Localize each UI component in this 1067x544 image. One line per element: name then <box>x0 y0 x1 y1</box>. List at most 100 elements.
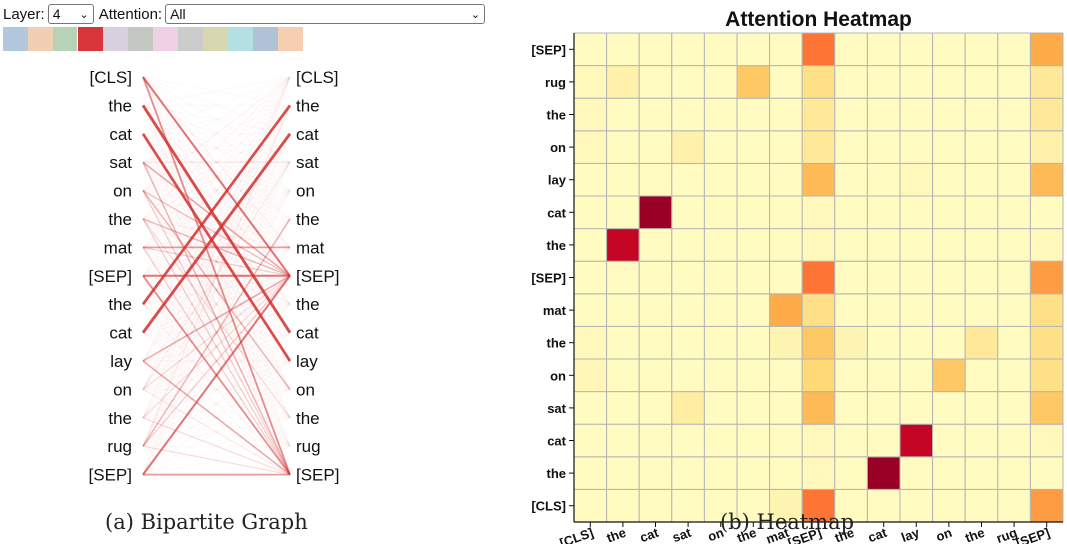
heatmap-cell[interactable] <box>834 423 868 458</box>
heatmap-cell[interactable] <box>573 391 608 425</box>
heatmap-cell[interactable] <box>736 293 771 327</box>
heatmap-cell[interactable] <box>703 97 738 132</box>
heatmap-cell[interactable] <box>1029 423 1064 458</box>
heatmap-cell[interactable] <box>964 391 999 425</box>
heatmap-cell[interactable] <box>801 32 836 67</box>
heatmap-cell[interactable] <box>671 456 705 490</box>
right-token-label[interactable]: on <box>296 182 315 201</box>
heatmap-cell[interactable] <box>932 65 966 99</box>
heatmap-cell[interactable] <box>997 228 1031 262</box>
layer-select[interactable]: 4 ⌄ <box>47 4 94 24</box>
heatmap-cell[interactable] <box>801 391 836 425</box>
heatmap-cell[interactable] <box>801 456 836 490</box>
heatmap-cell[interactable] <box>899 130 934 164</box>
heatmap-cell[interactable] <box>997 293 1031 327</box>
heatmap-cell[interactable] <box>932 358 966 393</box>
heatmap-cell[interactable] <box>1029 195 1064 230</box>
heatmap-cell[interactable] <box>606 488 640 523</box>
heatmap-cell[interactable] <box>1029 228 1064 262</box>
heatmap-cell[interactable] <box>671 423 705 458</box>
heatmap-cell[interactable] <box>736 456 771 490</box>
heatmap-cell[interactable] <box>606 65 640 99</box>
heatmap-cell[interactable] <box>932 325 966 360</box>
heatmap-cell[interactable] <box>769 260 803 295</box>
heatmap-cell[interactable] <box>964 423 999 458</box>
heatmap-cell[interactable] <box>866 260 901 295</box>
heatmap-cell[interactable] <box>606 456 640 490</box>
right-token-label[interactable]: the <box>296 210 320 229</box>
right-token-label[interactable]: lay <box>296 352 318 371</box>
heatmap-cell[interactable] <box>671 488 705 523</box>
heatmap-cell[interactable] <box>736 391 771 425</box>
heatmap-cell[interactable] <box>801 65 836 99</box>
heatmap-cell[interactable] <box>997 195 1031 230</box>
right-token-label[interactable]: the <box>296 409 320 428</box>
heatmap-cell[interactable] <box>769 195 803 230</box>
heatmap-cell[interactable] <box>834 32 868 67</box>
heatmap-cell[interactable] <box>769 293 803 327</box>
heatmap-cell[interactable] <box>703 488 738 523</box>
heatmap-cell[interactable] <box>573 423 608 458</box>
heatmap-cell[interactable] <box>736 65 771 99</box>
heatmap-cell[interactable] <box>866 65 901 99</box>
heatmap-cell[interactable] <box>899 488 934 523</box>
heatmap-cell[interactable] <box>964 358 999 393</box>
heatmap-cell[interactable] <box>1029 32 1064 67</box>
head-swatch-3[interactable] <box>77 26 104 52</box>
left-token-label[interactable]: on <box>113 182 132 201</box>
left-token-label[interactable]: the <box>108 295 132 314</box>
heatmap-cell[interactable] <box>997 130 1031 164</box>
heatmap-cell[interactable] <box>997 162 1031 197</box>
heatmap-cell[interactable] <box>866 358 901 393</box>
heatmap-cell[interactable] <box>1029 293 1064 327</box>
heatmap-cell[interactable] <box>964 195 999 230</box>
heatmap-cell[interactable] <box>899 97 934 132</box>
heatmap-cell[interactable] <box>801 325 836 360</box>
head-swatch-9[interactable] <box>228 27 253 51</box>
heatmap-cell[interactable] <box>932 260 966 295</box>
head-swatch-8[interactable] <box>203 27 228 51</box>
heatmap-cell[interactable] <box>703 65 738 99</box>
heatmap-cell[interactable] <box>997 65 1031 99</box>
heatmap-cell[interactable] <box>573 488 608 523</box>
heatmap-cell[interactable] <box>736 130 771 164</box>
heatmap-cell[interactable] <box>834 65 868 99</box>
heatmap-cell[interactable] <box>899 358 934 393</box>
heatmap-cell[interactable] <box>736 260 771 295</box>
heatmap-cell[interactable] <box>866 195 901 230</box>
heatmap-cell[interactable] <box>801 488 836 523</box>
heatmap-cell[interactable] <box>997 456 1031 490</box>
heatmap-cell[interactable] <box>866 97 901 132</box>
left-token-label[interactable]: sat <box>109 153 132 172</box>
heatmap-cell[interactable] <box>899 228 934 262</box>
heatmap-cell[interactable] <box>606 391 640 425</box>
right-token-label[interactable]: [SEP] <box>296 267 339 286</box>
heatmap-cell[interactable] <box>932 488 966 523</box>
heatmap-cell[interactable] <box>573 32 608 67</box>
heatmap-cell[interactable] <box>801 130 836 164</box>
heatmap-cell[interactable] <box>606 325 640 360</box>
heatmap-cell[interactable] <box>573 228 608 262</box>
left-token-label[interactable]: [SEP] <box>89 267 132 286</box>
heatmap-cell[interactable] <box>964 488 999 523</box>
heatmap-cell[interactable] <box>606 32 640 67</box>
heatmap-cell[interactable] <box>736 162 771 197</box>
heatmap-cell[interactable] <box>703 195 738 230</box>
right-token-label[interactable]: [CLS] <box>296 68 339 87</box>
heatmap-cell[interactable] <box>1029 325 1064 360</box>
heatmap-cell[interactable] <box>769 358 803 393</box>
head-swatch-7[interactable] <box>178 27 203 51</box>
heatmap-cell[interactable] <box>769 228 803 262</box>
heatmap-cell[interactable] <box>932 293 966 327</box>
heatmap-cell[interactable] <box>573 325 608 360</box>
heatmap-cell[interactable] <box>638 32 673 67</box>
heatmap-cell[interactable] <box>736 32 771 67</box>
heatmap-cell[interactable] <box>606 97 640 132</box>
left-token-label[interactable]: mat <box>104 238 133 257</box>
heatmap-cell[interactable] <box>703 423 738 458</box>
heatmap-cell[interactable] <box>638 325 673 360</box>
heatmap-cell[interactable] <box>703 391 738 425</box>
heatmap-cell[interactable] <box>638 228 673 262</box>
left-token-label[interactable]: lay <box>110 352 132 371</box>
heatmap-cell[interactable] <box>866 456 901 490</box>
